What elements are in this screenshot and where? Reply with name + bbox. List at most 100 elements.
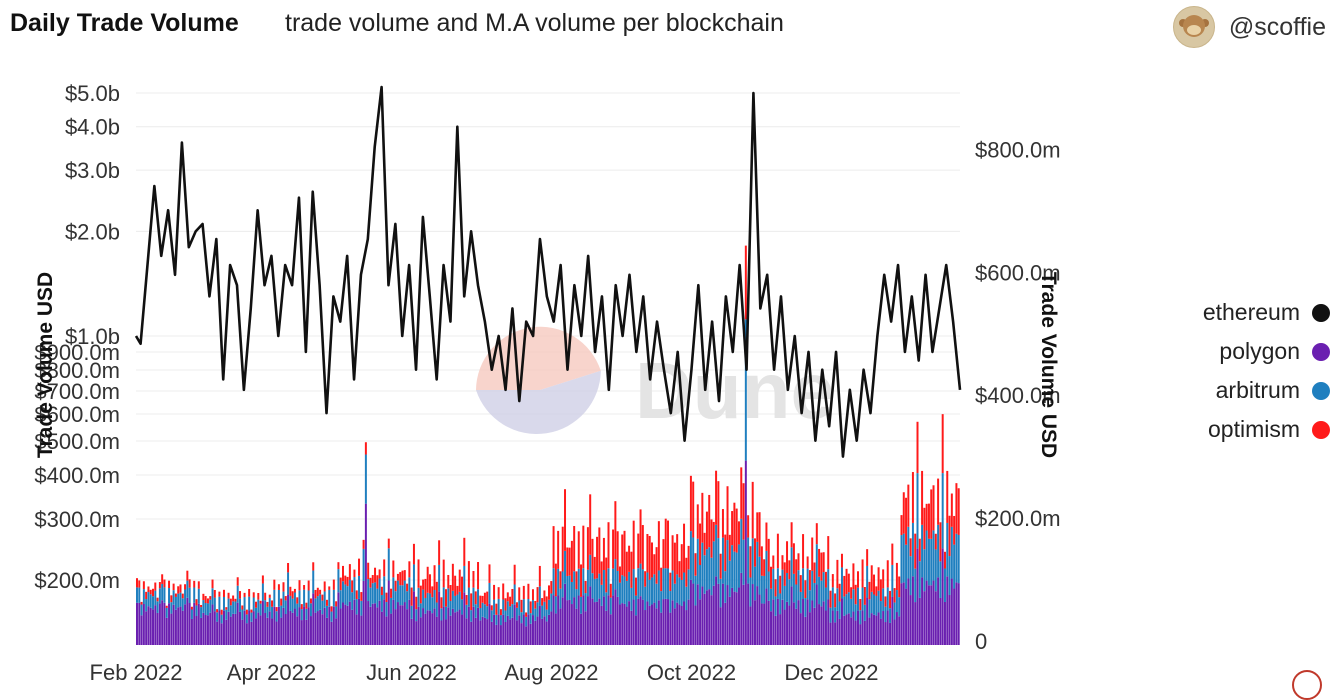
bar-segment-optimism [749,546,752,578]
bar-segment-optimism [325,599,328,606]
bar-segment-arbitrum [222,596,225,611]
bar-segment-arbitrum [213,597,216,612]
bar-segment-optimism [701,492,704,543]
bar-segment-polygon [193,602,196,645]
bar-segment-arbitrum [504,610,507,622]
bar-segment-arbitrum [417,587,420,607]
bar-segment-optimism [472,570,475,588]
bar-segment-polygon [660,612,663,645]
bar-segment-polygon [891,596,894,645]
legend-item-polygon[interactable]: polygon [1140,332,1330,371]
bar-segment-arbitrum [790,547,793,587]
daily-bar-2022-03-08 [216,609,219,645]
bar-segment-optimism [637,533,640,569]
bar-segment-polygon [511,617,514,645]
bar-segment-arbitrum [845,594,848,615]
author-name[interactable]: @scoffie [1228,12,1326,41]
bar-segment-optimism [925,503,928,531]
bar-segment-optimism [303,585,306,590]
bar-segment-optimism [687,545,690,570]
daily-bar-2022-08-01 [550,581,553,645]
bar-segment-arbitrum [330,611,333,622]
bar-segment-optimism [678,561,681,578]
bar-segment-arbitrum [367,579,370,602]
monkey-avatar-icon[interactable] [1172,6,1215,48]
bar-segment-optimism [282,582,285,592]
bar-segment-arbitrum [582,568,585,596]
bar-segment-optimism [190,606,193,610]
bar-segment-arbitrum [385,602,388,617]
bar-segment-polygon [799,613,802,645]
bar-segment-polygon [229,616,232,645]
bar-segment-polygon [570,604,573,645]
daily-bar-2022-12-03 [834,593,837,645]
bar-segment-optimism [692,481,695,538]
bar-segment-polygon [536,616,539,645]
bar-segment-optimism [744,245,747,320]
bar-segment-optimism [870,565,873,592]
bar-segment-optimism [493,584,496,600]
author-badge[interactable]: @scoffie [1172,6,1326,48]
bar-segment-polygon [747,583,750,645]
bar-segment-polygon [218,610,221,645]
bar-segment-polygon [957,583,960,645]
bar-segment-arbitrum [321,600,324,615]
bar-segment-arbitrum [701,542,704,587]
bar-segment-arbitrum [561,571,564,598]
bar-segment-optimism [657,521,660,571]
bar-segment-arbitrum [261,583,264,602]
bar-segment-optimism [435,581,438,603]
daily-bar-2022-03-22 [248,588,251,645]
bar-segment-optimism [222,589,225,597]
bar-segment-optimism [174,593,177,597]
daily-bar-2023-01-17 [937,478,940,645]
bar-segment-optimism [474,591,477,605]
bar-segment-polygon [879,618,882,645]
daily-bar-2022-03-03 [204,596,207,645]
bar-segment-polygon [838,618,841,645]
daily-bar-2022-10-12 [715,470,718,645]
bar-segment-arbitrum [335,606,338,619]
legend-item-ethereum[interactable]: ethereum [1140,293,1330,332]
bar-segment-polygon [378,600,381,645]
bar-segment-optimism [163,579,166,588]
daily-bar-2022-06-30 [477,562,480,645]
bar-segment-optimism [884,596,887,607]
daily-bar-2022-07-04 [486,591,489,645]
bar-segment-optimism [138,580,141,588]
bar-segment-optimism [824,571,827,588]
bar-segment-arbitrum [548,599,550,615]
bar-segment-optimism [161,574,164,584]
daily-bar-2022-12-11 [852,563,855,645]
daily-bar-2022-08-14 [580,564,583,645]
bar-segment-optimism [726,486,729,541]
bar-segment-arbitrum [644,586,647,611]
bar-segment-optimism [197,581,200,589]
bar-segment-arbitrum [932,530,935,581]
bar-segment-polygon [630,610,633,645]
bar-segment-arbitrum [353,577,356,600]
bar-segment-arbitrum [850,598,853,618]
bar-segment-polygon [346,605,349,645]
bar-segment-polygon [538,605,541,645]
bar-segment-arbitrum [552,568,555,596]
daily-bar-2022-04-22 [319,589,322,645]
daily-bar-2022-10-27 [749,546,752,645]
bar-segment-arbitrum [193,587,196,603]
legend-item-optimism[interactable]: optimism [1140,410,1330,449]
bar-segment-polygon [921,577,924,645]
bar-segment-polygon [705,590,708,645]
bar-segment-polygon [298,607,301,645]
bar-segment-polygon [277,606,280,645]
legend-item-arbitrum[interactable]: arbitrum [1140,371,1330,410]
bar-segment-arbitrum [360,600,363,616]
bar-segment-optimism [463,537,466,566]
daily-bar-2022-08-30 [616,531,619,645]
bar-segment-polygon [376,607,379,645]
bar-segment-optimism [795,559,798,585]
daily-bar-2022-02-15 [168,580,171,645]
bar-segment-optimism [330,606,333,612]
bar-segment-polygon [186,597,189,645]
bar-segment-arbitrum [525,616,528,627]
bar-segment-polygon [788,605,791,645]
